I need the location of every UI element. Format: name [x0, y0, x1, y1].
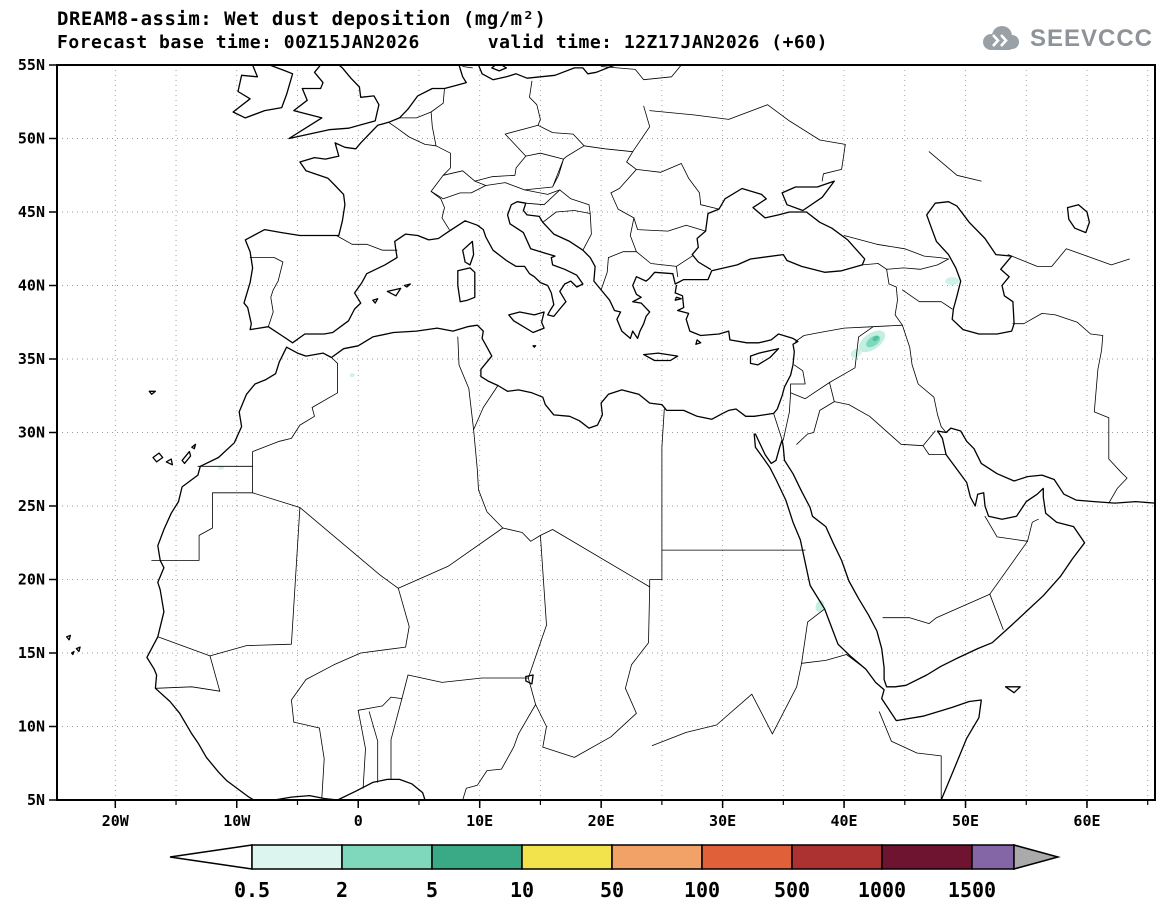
svg-text:1000: 1000: [858, 878, 906, 902]
svg-text:25N: 25N: [18, 497, 45, 515]
svg-text:30E: 30E: [709, 812, 736, 830]
svg-text:10N: 10N: [18, 718, 45, 736]
logo-text: SEEVCCC: [1029, 25, 1153, 52]
axes: 55N 50N 45N 40N 35N 30N 25N 20N 15N 10N 5N 20W 10W 0 1…: [18, 56, 1149, 830]
svg-text:55N: 55N: [18, 56, 45, 74]
svg-text:10E: 10E: [466, 812, 493, 830]
svg-text:100: 100: [684, 878, 720, 902]
svg-text:35N: 35N: [18, 350, 45, 368]
svg-text:60E: 60E: [1073, 812, 1100, 830]
svg-text:50: 50: [600, 878, 624, 902]
seevccc-logo: SEEVCCC: [978, 24, 1153, 54]
cloud-icon: [982, 26, 1019, 50]
svg-text:500: 500: [774, 878, 810, 902]
svg-text:20E: 20E: [588, 812, 615, 830]
svg-text:40E: 40E: [831, 812, 858, 830]
deposition-patches: [217, 277, 960, 612]
forecast-time-subtitle: Forecast base time: 00Z15JAN2026 valid t…: [57, 32, 828, 53]
svg-text:50N: 50N: [18, 130, 45, 148]
graticule: [57, 65, 1155, 800]
svg-text:2: 2: [336, 878, 348, 902]
svg-text:0.5: 0.5: [234, 878, 270, 902]
svg-text:0: 0: [354, 812, 363, 830]
svg-text:1500: 1500: [948, 878, 996, 902]
svg-text:15N: 15N: [18, 644, 45, 662]
svg-text:20W: 20W: [102, 812, 130, 830]
svg-text:10: 10: [510, 878, 534, 902]
svg-text:5N: 5N: [27, 791, 45, 809]
svg-text:40N: 40N: [18, 277, 45, 295]
page-title: DREAM8-assim: Wet dust deposition (mg/m²…: [57, 8, 547, 30]
svg-text:45N: 45N: [18, 203, 45, 221]
svg-text:5: 5: [426, 878, 438, 902]
country-borders: [151, 65, 1130, 800]
svg-text:20N: 20N: [18, 571, 45, 589]
map-layers: [57, 65, 1155, 800]
svg-text:30N: 30N: [18, 424, 45, 442]
svg-text:10W: 10W: [223, 812, 251, 830]
coastlines: [66, 65, 1155, 800]
map-frame: [56, 64, 1156, 801]
svg-text:50E: 50E: [952, 812, 979, 830]
colorbar: 0.5 2 5 10 50 100 500 1000 1500: [169, 844, 1061, 902]
